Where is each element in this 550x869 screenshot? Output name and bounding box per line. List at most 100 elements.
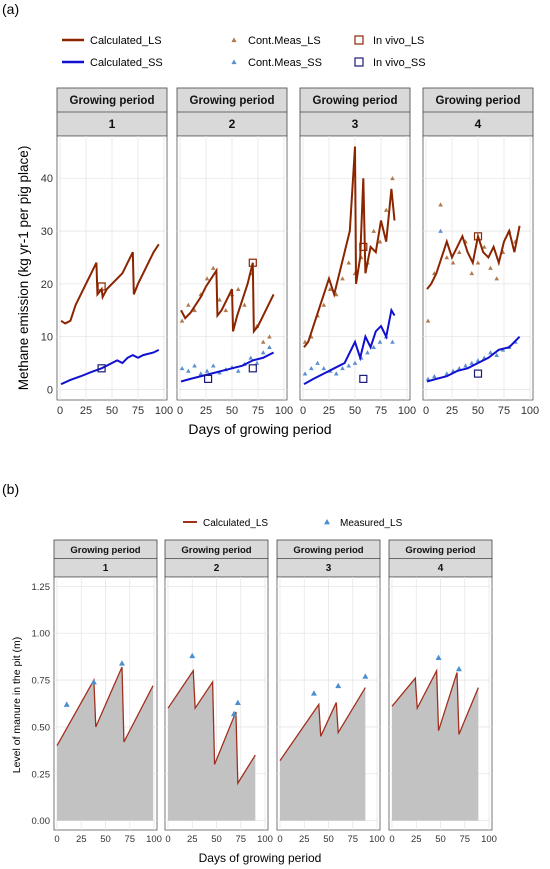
facet-title-b-3: Growing period (293, 545, 363, 556)
manure-level-area (168, 670, 256, 821)
y-tick-label-a: 10 (41, 332, 53, 344)
calculated-ss-line (303, 307, 396, 386)
x-tick-label-a: 75 (375, 405, 387, 417)
cont-meas-ss-point (346, 363, 352, 368)
legend-label-a-0: Calculated_LS (90, 35, 162, 47)
x-tick-label-a: 50 (349, 405, 361, 417)
in-vivo-ls-point (359, 242, 368, 251)
cont-meas-ls-point (333, 292, 339, 297)
x-tick-label-a: 25 (323, 405, 335, 417)
cont-meas-ss-point (425, 376, 431, 381)
x-tick-label-a: 0 (423, 405, 429, 417)
calculated-ls-line (303, 146, 396, 348)
facet-number-a-1: 1 (109, 117, 116, 131)
cont-meas-ls-point (321, 302, 327, 307)
x-tick-label-b: 50 (211, 834, 222, 845)
x-tick-label-b: 0 (277, 834, 282, 845)
measured-ls-point (455, 665, 462, 672)
legend-triangle-a-1 (231, 37, 237, 43)
legend-label-a-2: In vivo_LS (373, 35, 424, 47)
calculated-ls-line-b (279, 687, 366, 762)
cont-meas-ss-point (371, 344, 377, 350)
cont-meas-ss-point (488, 350, 493, 355)
x-tick-label-a: 75 (498, 405, 510, 417)
facet-title-a-3: Growing period (313, 95, 398, 107)
measured-ls-point (230, 710, 237, 717)
x-tick-label-a: 25 (446, 405, 458, 417)
cont-meas-ls-point (450, 260, 456, 265)
x-tick-label-b: 25 (76, 834, 87, 845)
cont-meas-ls-point (383, 207, 389, 212)
facet-title-b-1: Growing period (70, 545, 140, 556)
legend-entry-a-0: Calculated_LS (62, 35, 162, 47)
facet-a-3: Growing period 3 0 25 50 75 100 (299, 87, 416, 417)
measured-ls-point (362, 673, 369, 679)
x-tick-label-b: 25 (187, 834, 198, 845)
in-vivo-ls-point (473, 232, 483, 241)
y-tick-label-b: 0.50 (32, 722, 51, 733)
x-tick-label-b: 100 (369, 834, 385, 845)
facet-title-b-4: Growing period (405, 545, 475, 556)
x-tick-label-b: 50 (435, 834, 446, 845)
cont-meas-ls-point (475, 260, 481, 265)
x-tick-label-a: 75 (132, 405, 144, 417)
facet-number-a-2: 2 (229, 117, 236, 131)
x-axis-label-b: Days of growing period (199, 851, 322, 865)
x-tick-label-a: 100 (155, 405, 173, 417)
x-tick-label-b: 100 (257, 834, 273, 845)
legend-entry-a-3: Calculated_SS (62, 57, 163, 69)
measured-ls-point (63, 701, 70, 707)
measured-ls-point (189, 652, 196, 659)
measured-ls-point (234, 699, 241, 705)
cont-meas-ls-point (186, 302, 191, 307)
legend-triangle-a-4 (231, 59, 237, 65)
cont-meas-ls-point (488, 265, 493, 270)
facet-a-2: Growing period 2 0 25 50 75 100 (176, 87, 293, 417)
manure-level-area (392, 670, 479, 821)
x-tick-label-b: 75 (124, 834, 135, 845)
facet-b-1: Growing period 1 0 25 50 75 100 0.00 0.25 0.50 0.7… (32, 539, 162, 845)
cont-meas-ls-point (377, 239, 383, 244)
facet-b-2: Growing period 2 0 25 50 75 100 (164, 539, 273, 845)
y-tick-label-a: 30 (41, 226, 53, 238)
x-tick-label-a: 100 (521, 405, 539, 417)
cont-meas-ss-point (309, 366, 314, 371)
facet-number-b-4: 4 (438, 563, 444, 574)
y-tick-label-b: 1.25 (32, 582, 51, 593)
calculated-ls-line-b (56, 666, 154, 746)
cont-meas-ls-point (210, 265, 216, 270)
y-tick-label-b: 1.00 (32, 629, 51, 640)
x-tick-label-b: 50 (100, 834, 111, 845)
cont-meas-ss-point (444, 371, 450, 376)
cont-meas-ss-point (494, 352, 500, 357)
manure-level-area (280, 687, 366, 821)
x-tick-label-b: 100 (146, 834, 162, 845)
calculated-ss-line (180, 351, 275, 383)
cont-meas-ls-point (192, 307, 197, 313)
cont-meas-ss-point (179, 366, 185, 371)
legend-label-b-0: Calculated_LS (203, 518, 268, 529)
in-vivo-ls-point (97, 282, 106, 291)
cont-meas-ls-point (242, 302, 247, 307)
facet-number-b-2: 2 (214, 563, 220, 574)
cont-meas-ls-point (204, 276, 210, 281)
legend-triangle-b-1 (324, 519, 330, 525)
cont-meas-ss-point (377, 339, 383, 344)
facet-number-b-3: 3 (326, 563, 332, 574)
y-tick-label-b: 0.75 (32, 676, 51, 687)
cont-meas-ls-point (179, 318, 185, 323)
cont-meas-ss-point (365, 350, 370, 355)
legend-label-b-1: Measured_LS (340, 518, 403, 529)
measured-ls-point (435, 654, 442, 660)
x-tick-label-a: 0 (57, 405, 63, 417)
in-vivo-ss-point (473, 369, 483, 378)
measured-ls-point (118, 660, 125, 666)
cont-meas-ls-point (456, 249, 462, 254)
in-vivo-ls-point (248, 258, 257, 267)
calculated-ss-line (60, 348, 160, 386)
x-tick-label-a: 25 (80, 405, 92, 417)
cont-meas-ss-point (186, 368, 191, 373)
cont-meas-ss-point (254, 360, 260, 365)
